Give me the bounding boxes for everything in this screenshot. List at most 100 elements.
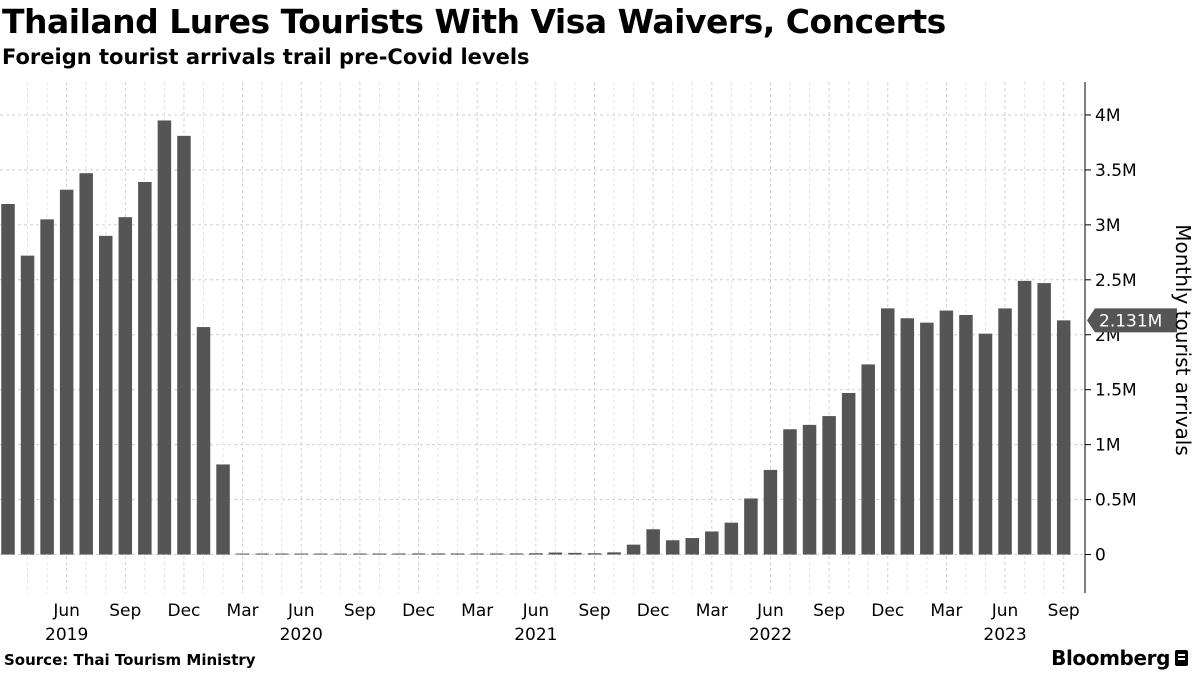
bar xyxy=(99,235,113,555)
callout-pointer xyxy=(1087,308,1095,333)
bar xyxy=(646,529,660,555)
bar xyxy=(255,553,269,555)
last-value-callout: 2.131M xyxy=(1087,308,1177,333)
bar xyxy=(783,429,797,555)
x-year-label: 2022 xyxy=(749,625,792,645)
x-tick-label: Jun xyxy=(991,601,1019,621)
bar xyxy=(59,189,74,555)
bar xyxy=(294,553,308,555)
x-tick-label: Jun xyxy=(756,601,784,621)
x-year-label: 2019 xyxy=(45,625,88,645)
x-tick-label: Sep xyxy=(344,601,376,621)
x-tick-label: Dec xyxy=(637,601,670,621)
x-tick-label: Mar xyxy=(227,601,259,621)
bar xyxy=(353,553,367,555)
x-tick-label: Mar xyxy=(461,601,493,621)
brand-name: Bloomberg xyxy=(1051,646,1170,670)
bar xyxy=(822,416,836,555)
bar xyxy=(118,217,133,555)
x-tick-label: Sep xyxy=(109,601,141,621)
x-axis: Jun Sep Dec Mar Jun Sep Dec Mar Jun Sep Dec Mar Jun S… xyxy=(45,601,1080,645)
y-tick-label: 3.5M xyxy=(1095,161,1137,181)
bar xyxy=(724,522,739,555)
bar xyxy=(607,552,621,555)
bar xyxy=(1017,280,1032,555)
bar xyxy=(1037,283,1051,555)
bar xyxy=(705,531,719,555)
x-tick-label: Jun xyxy=(522,601,550,621)
bar xyxy=(196,327,211,555)
bar-series xyxy=(1,120,1071,555)
x-tick-label: Dec xyxy=(871,601,904,621)
x-tick-label: Sep xyxy=(813,601,845,621)
bar xyxy=(920,322,934,555)
bar xyxy=(20,255,35,555)
bar xyxy=(216,464,230,555)
bloomberg-terminal-icon xyxy=(1175,650,1188,666)
callout-box xyxy=(1095,308,1177,333)
bar xyxy=(1,203,15,555)
x-year-label: 2023 xyxy=(983,625,1026,645)
callout-label: 2.131M xyxy=(1099,311,1162,331)
bar xyxy=(431,553,445,555)
chart-title: Thailand Lures Tourists With Visa Waiver… xyxy=(2,2,946,41)
bar xyxy=(626,544,641,555)
x-year-label: 2020 xyxy=(280,625,323,645)
bar xyxy=(333,553,348,555)
bar xyxy=(138,182,152,555)
y-axis-title: Monthly tourist arrivals xyxy=(1171,224,1195,456)
bar xyxy=(587,553,602,555)
y-tick-label: 2.5M xyxy=(1095,271,1137,291)
bar xyxy=(40,219,54,555)
bar xyxy=(744,498,758,555)
bar xyxy=(177,135,191,555)
y-tick-label: 0 xyxy=(1095,546,1106,566)
brand-logo: Bloomberg xyxy=(1051,646,1188,670)
bar xyxy=(665,540,680,555)
chart-subtitle: Foreign tourist arrivals trail pre-Covid… xyxy=(2,45,530,69)
bar xyxy=(392,553,406,555)
bar xyxy=(490,553,504,555)
bar xyxy=(274,553,289,555)
bar xyxy=(939,310,954,555)
y-tick-label: 1M xyxy=(1095,436,1120,456)
bar xyxy=(900,318,915,555)
bar xyxy=(978,333,993,555)
bar xyxy=(314,553,328,555)
x-tick-label: Dec xyxy=(167,601,200,621)
bar xyxy=(157,120,172,555)
y-tick-label: 4M xyxy=(1095,106,1120,126)
bar xyxy=(235,553,250,555)
x-tick-label: Dec xyxy=(402,601,435,621)
bar xyxy=(548,552,563,555)
bar xyxy=(763,469,778,555)
bar xyxy=(79,173,93,555)
x-year-label: 2021 xyxy=(514,625,557,645)
y-tick-label: 3M xyxy=(1095,216,1120,236)
source-note: Source: Thai Tourism Ministry xyxy=(4,651,256,669)
x-tick-label: Mar xyxy=(930,601,962,621)
bar xyxy=(802,424,817,555)
bar xyxy=(372,553,387,555)
bar xyxy=(685,538,699,555)
x-tick-label: Jun xyxy=(287,601,315,621)
bar xyxy=(450,553,465,555)
x-tick-label: Jun xyxy=(52,601,80,621)
bar xyxy=(568,552,582,555)
x-tick-label: Mar xyxy=(696,601,728,621)
bar xyxy=(1056,320,1071,555)
bar xyxy=(881,308,895,555)
x-tick-label: Sep xyxy=(578,601,610,621)
bar xyxy=(998,308,1012,555)
bar xyxy=(841,392,856,555)
y-tick-label: 1.5M xyxy=(1095,381,1137,401)
bar xyxy=(411,553,426,555)
bar xyxy=(529,553,543,555)
bar xyxy=(959,314,973,555)
x-tick-label: Sep xyxy=(1048,601,1080,621)
y-tick-label: 0.5M xyxy=(1095,491,1137,511)
bar xyxy=(509,553,524,555)
bar xyxy=(861,364,875,555)
